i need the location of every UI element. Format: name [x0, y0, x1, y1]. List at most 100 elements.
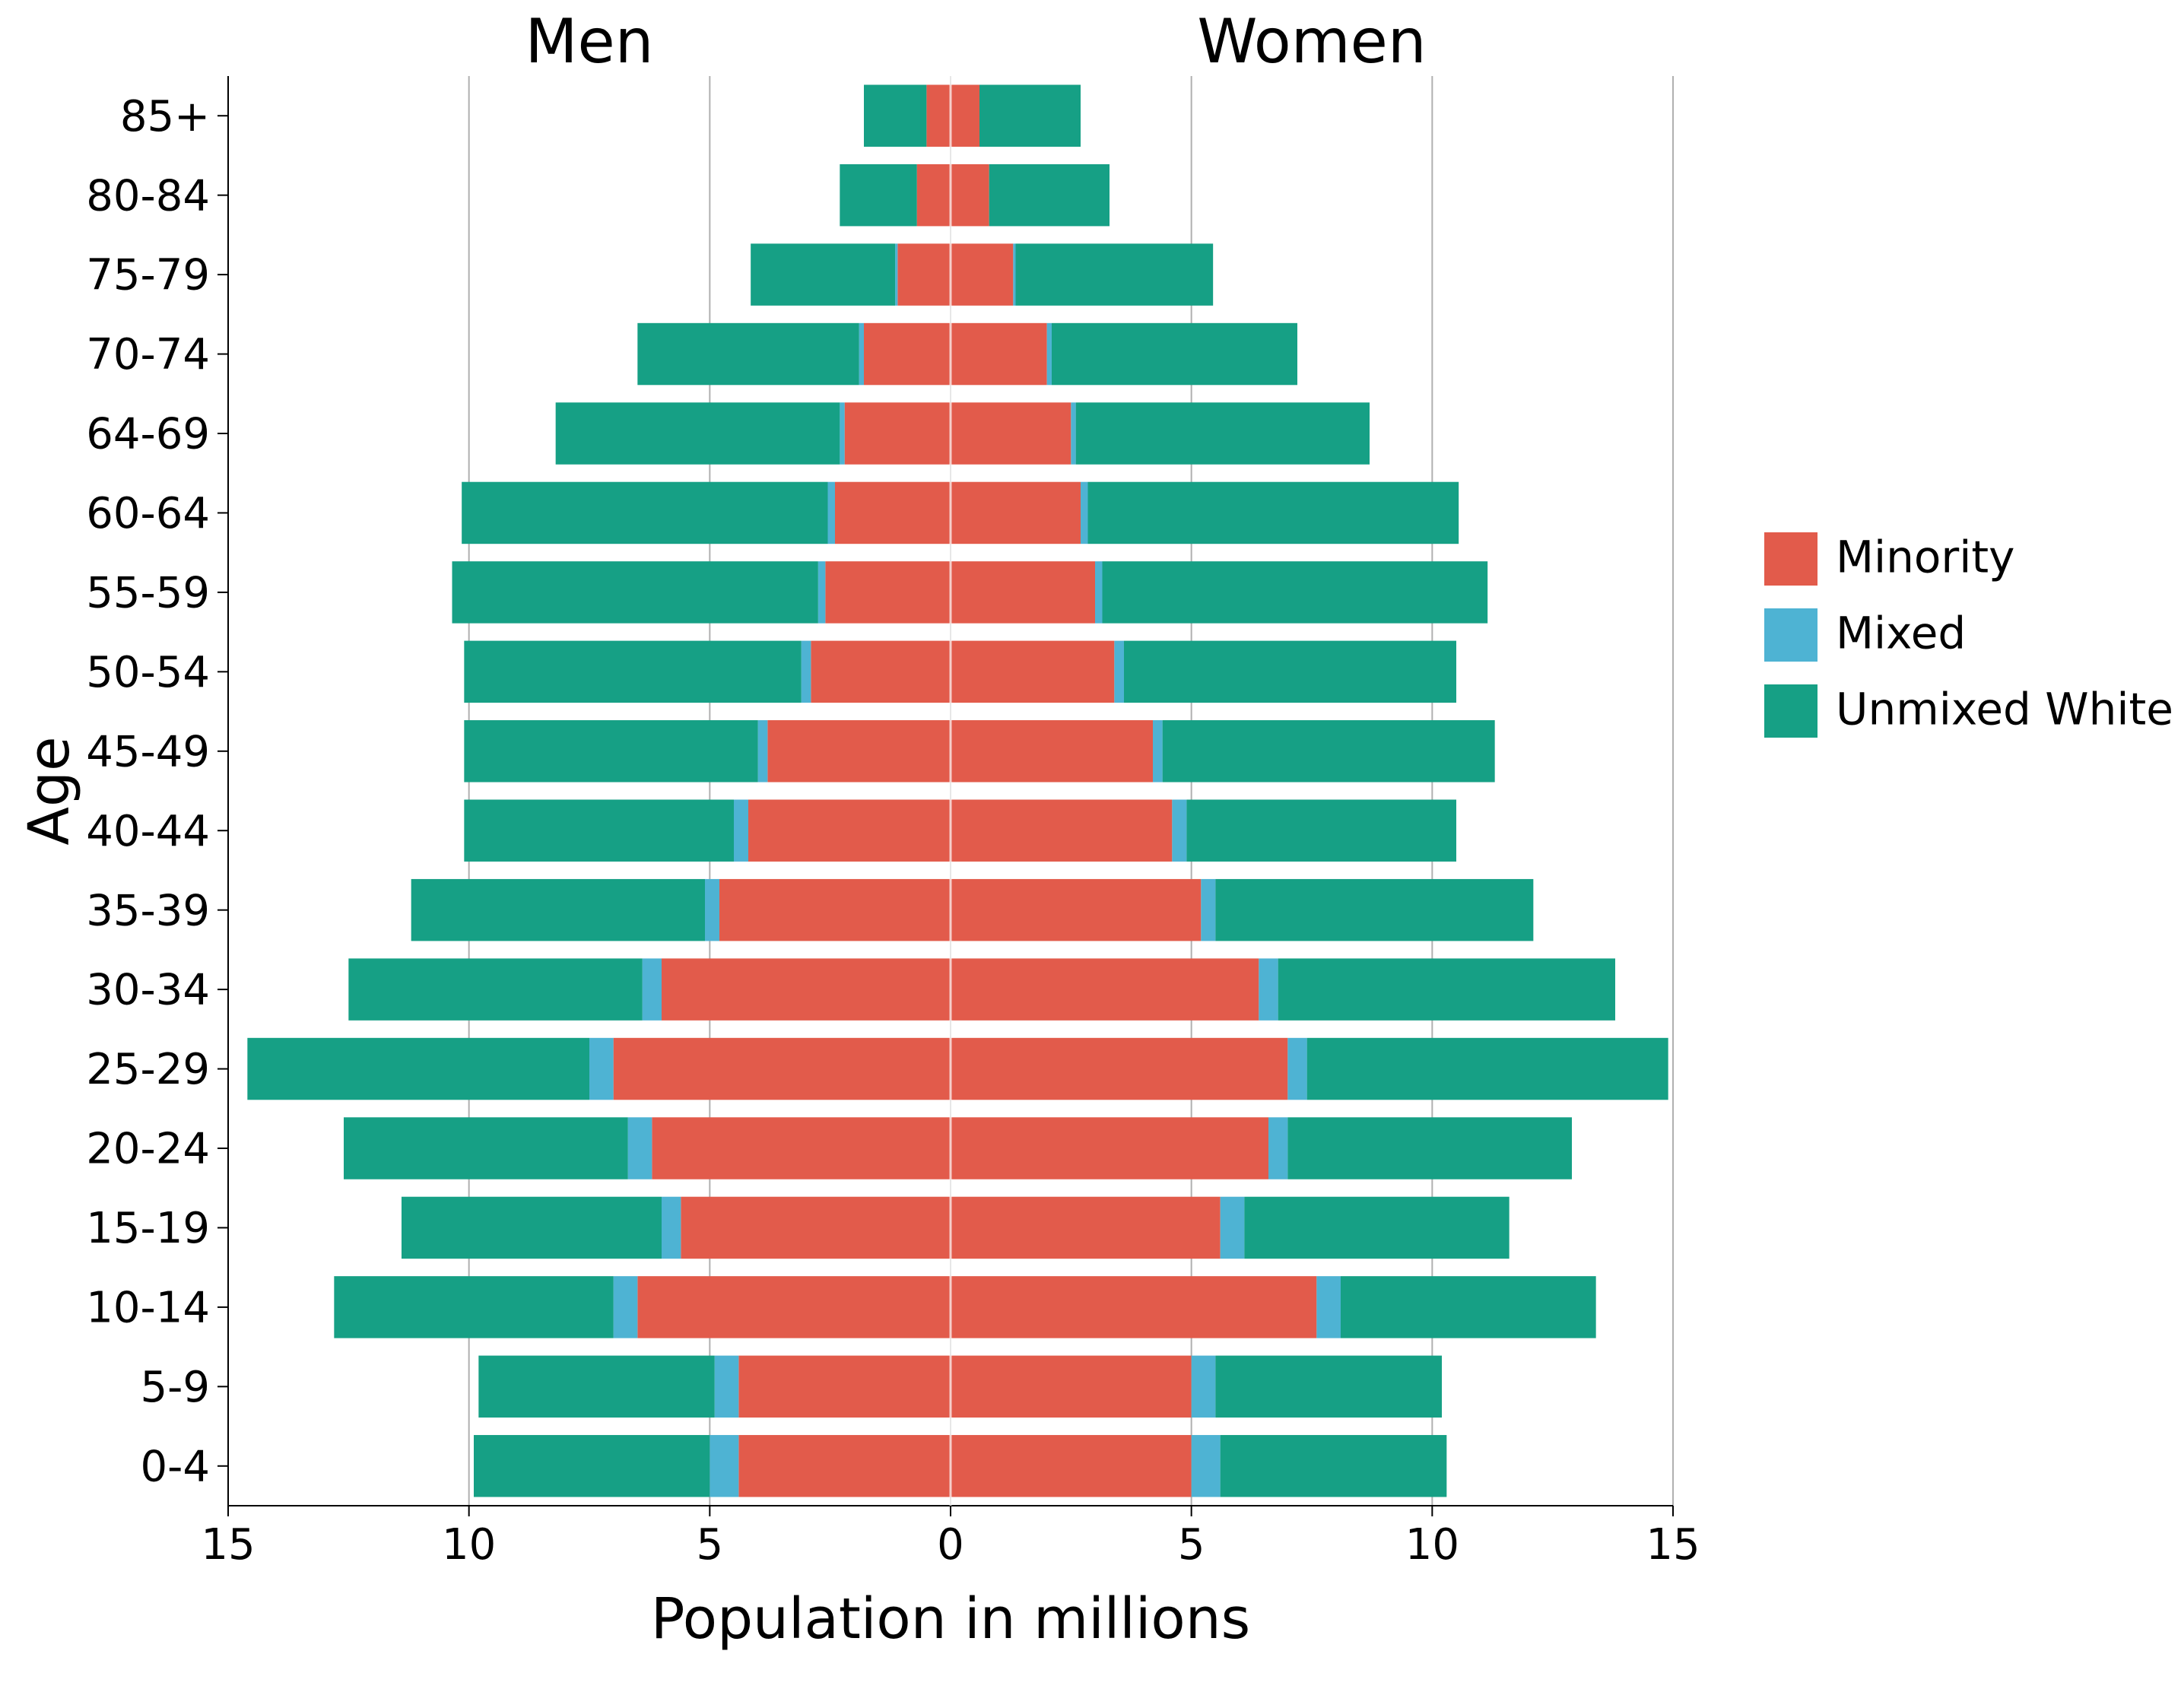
- bar-women-unmixed_white: [1186, 799, 1456, 861]
- bar-women-unmixed_white: [1244, 1197, 1509, 1259]
- y-tick-label: 64-69: [86, 410, 210, 459]
- bar-women-unmixed_white: [1076, 402, 1370, 464]
- bar-men-unmixed_white: [348, 958, 642, 1020]
- bar-men-unmixed_white: [247, 1038, 589, 1100]
- bar-women-unmixed_white: [1088, 482, 1459, 544]
- bar-men-minority: [864, 323, 951, 385]
- bar-women-minority: [951, 720, 1153, 782]
- legend-swatch-minority: [1764, 532, 1818, 586]
- bar-women-unmixed_white: [1221, 1435, 1447, 1497]
- bar-men-minority: [917, 164, 951, 226]
- bar-men-minority: [748, 799, 951, 861]
- y-tick-label: 50-54: [86, 648, 210, 697]
- bar-women-minority: [951, 402, 1071, 464]
- y-tick-label: 75-79: [86, 251, 210, 300]
- bar-women-minority: [951, 1038, 1287, 1100]
- x-tick-label: 10: [442, 1520, 496, 1570]
- bar-men-minority: [825, 561, 951, 623]
- bar-women-minority: [951, 561, 1095, 623]
- bar-men-unmixed_white: [751, 243, 895, 305]
- bar-men-minority: [738, 1435, 951, 1497]
- bar-women-mixed: [1192, 1356, 1216, 1418]
- bar-women-minority: [951, 323, 1047, 385]
- bar-men-mixed: [705, 879, 719, 941]
- y-tick-label: 20-24: [86, 1125, 210, 1174]
- bar-women-mixed: [1259, 958, 1278, 1020]
- bar-women-mixed: [1316, 1276, 1341, 1338]
- bar-men-minority: [835, 482, 951, 544]
- bar-men-unmixed_white: [402, 1197, 662, 1259]
- bar-men-mixed: [818, 561, 826, 623]
- bar-women-minority: [951, 1435, 1192, 1497]
- bar-women-mixed: [1172, 799, 1186, 861]
- bar-men-unmixed_white: [411, 879, 705, 941]
- bar-women-minority: [951, 641, 1114, 703]
- bar-women-mixed: [1268, 1117, 1287, 1179]
- bar-women-unmixed_white: [1163, 720, 1495, 782]
- bar-women-unmixed_white: [979, 84, 1081, 146]
- bar-men-minority: [897, 243, 951, 305]
- bar-women-mixed: [1047, 323, 1052, 385]
- bar-men-unmixed_white: [462, 482, 827, 544]
- bar-women-minority: [951, 164, 989, 226]
- y-tick-label: 80-84: [86, 171, 210, 221]
- bar-men-minority: [767, 720, 951, 782]
- y-tick-label: 15-19: [86, 1204, 210, 1253]
- bar-women-unmixed_white: [1016, 243, 1214, 305]
- x-tick-label: 5: [697, 1520, 724, 1570]
- bar-women-unmixed_white: [1215, 879, 1533, 941]
- bar-men-unmixed_white: [864, 84, 926, 146]
- bar-women-mixed: [1013, 243, 1015, 305]
- bar-men-mixed: [802, 641, 811, 703]
- bar-men-unmixed_white: [334, 1276, 613, 1338]
- bar-women-mixed: [1287, 1038, 1306, 1100]
- bar-women-mixed: [1153, 720, 1163, 782]
- bar-women-mixed: [1114, 641, 1124, 703]
- bar-women-unmixed_white: [1278, 958, 1615, 1020]
- bar-women-minority: [951, 879, 1201, 941]
- y-tick-label: 10-14: [86, 1283, 210, 1332]
- bar-women-minority: [951, 1356, 1192, 1418]
- bar-women-unmixed_white: [1307, 1038, 1668, 1100]
- bar-men-unmixed_white: [474, 1435, 710, 1497]
- bar-men-minority: [738, 1356, 951, 1418]
- bar-men-mixed: [643, 958, 662, 1020]
- bar-men-minority: [681, 1197, 951, 1259]
- bar-women-minority: [951, 1117, 1268, 1179]
- x-tick-label: 10: [1405, 1520, 1459, 1570]
- y-tick-label: 40-44: [86, 807, 210, 856]
- bar-men-minority: [926, 84, 951, 146]
- title-women: Women: [1197, 6, 1426, 77]
- y-tick-label: 0-4: [141, 1442, 210, 1491]
- x-tick-label: 5: [1178, 1520, 1205, 1570]
- bar-men-unmixed_white: [464, 799, 734, 861]
- bar-men-unmixed_white: [464, 641, 801, 703]
- bar-men-minority: [614, 1038, 951, 1100]
- y-tick-label: 25-29: [86, 1045, 210, 1094]
- bar-women-mixed: [1201, 879, 1215, 941]
- bar-men-mixed: [662, 1197, 681, 1259]
- bar-men-minority: [719, 879, 951, 941]
- bar-women-minority: [951, 799, 1172, 861]
- bar-men-mixed: [840, 402, 844, 464]
- bar-women-unmixed_white: [1287, 1117, 1572, 1179]
- bar-men-mixed: [895, 243, 897, 305]
- legend-label-minority: Minority: [1836, 532, 2014, 583]
- bar-women-mixed: [1192, 1435, 1221, 1497]
- y-tick-label: 35-39: [86, 886, 210, 935]
- bar-women-minority: [951, 958, 1259, 1020]
- bar-women-mixed: [1221, 1197, 1245, 1259]
- y-tick-label: 5-9: [141, 1363, 210, 1412]
- bar-men-mixed: [758, 720, 768, 782]
- y-tick-label: 45-49: [86, 727, 210, 776]
- bar-women-unmixed_white: [1103, 561, 1488, 623]
- bar-women-minority: [951, 1197, 1221, 1259]
- bar-women-unmixed_white: [1341, 1276, 1596, 1338]
- bar-men-mixed: [710, 1435, 738, 1497]
- legend-label-unmixed_white: Unmixed White: [1836, 684, 2173, 735]
- bar-women-unmixed_white: [1052, 323, 1297, 385]
- bar-men-minority: [811, 641, 951, 703]
- bar-men-mixed: [734, 799, 748, 861]
- bar-men-mixed: [828, 482, 836, 544]
- bar-men-mixed: [859, 323, 864, 385]
